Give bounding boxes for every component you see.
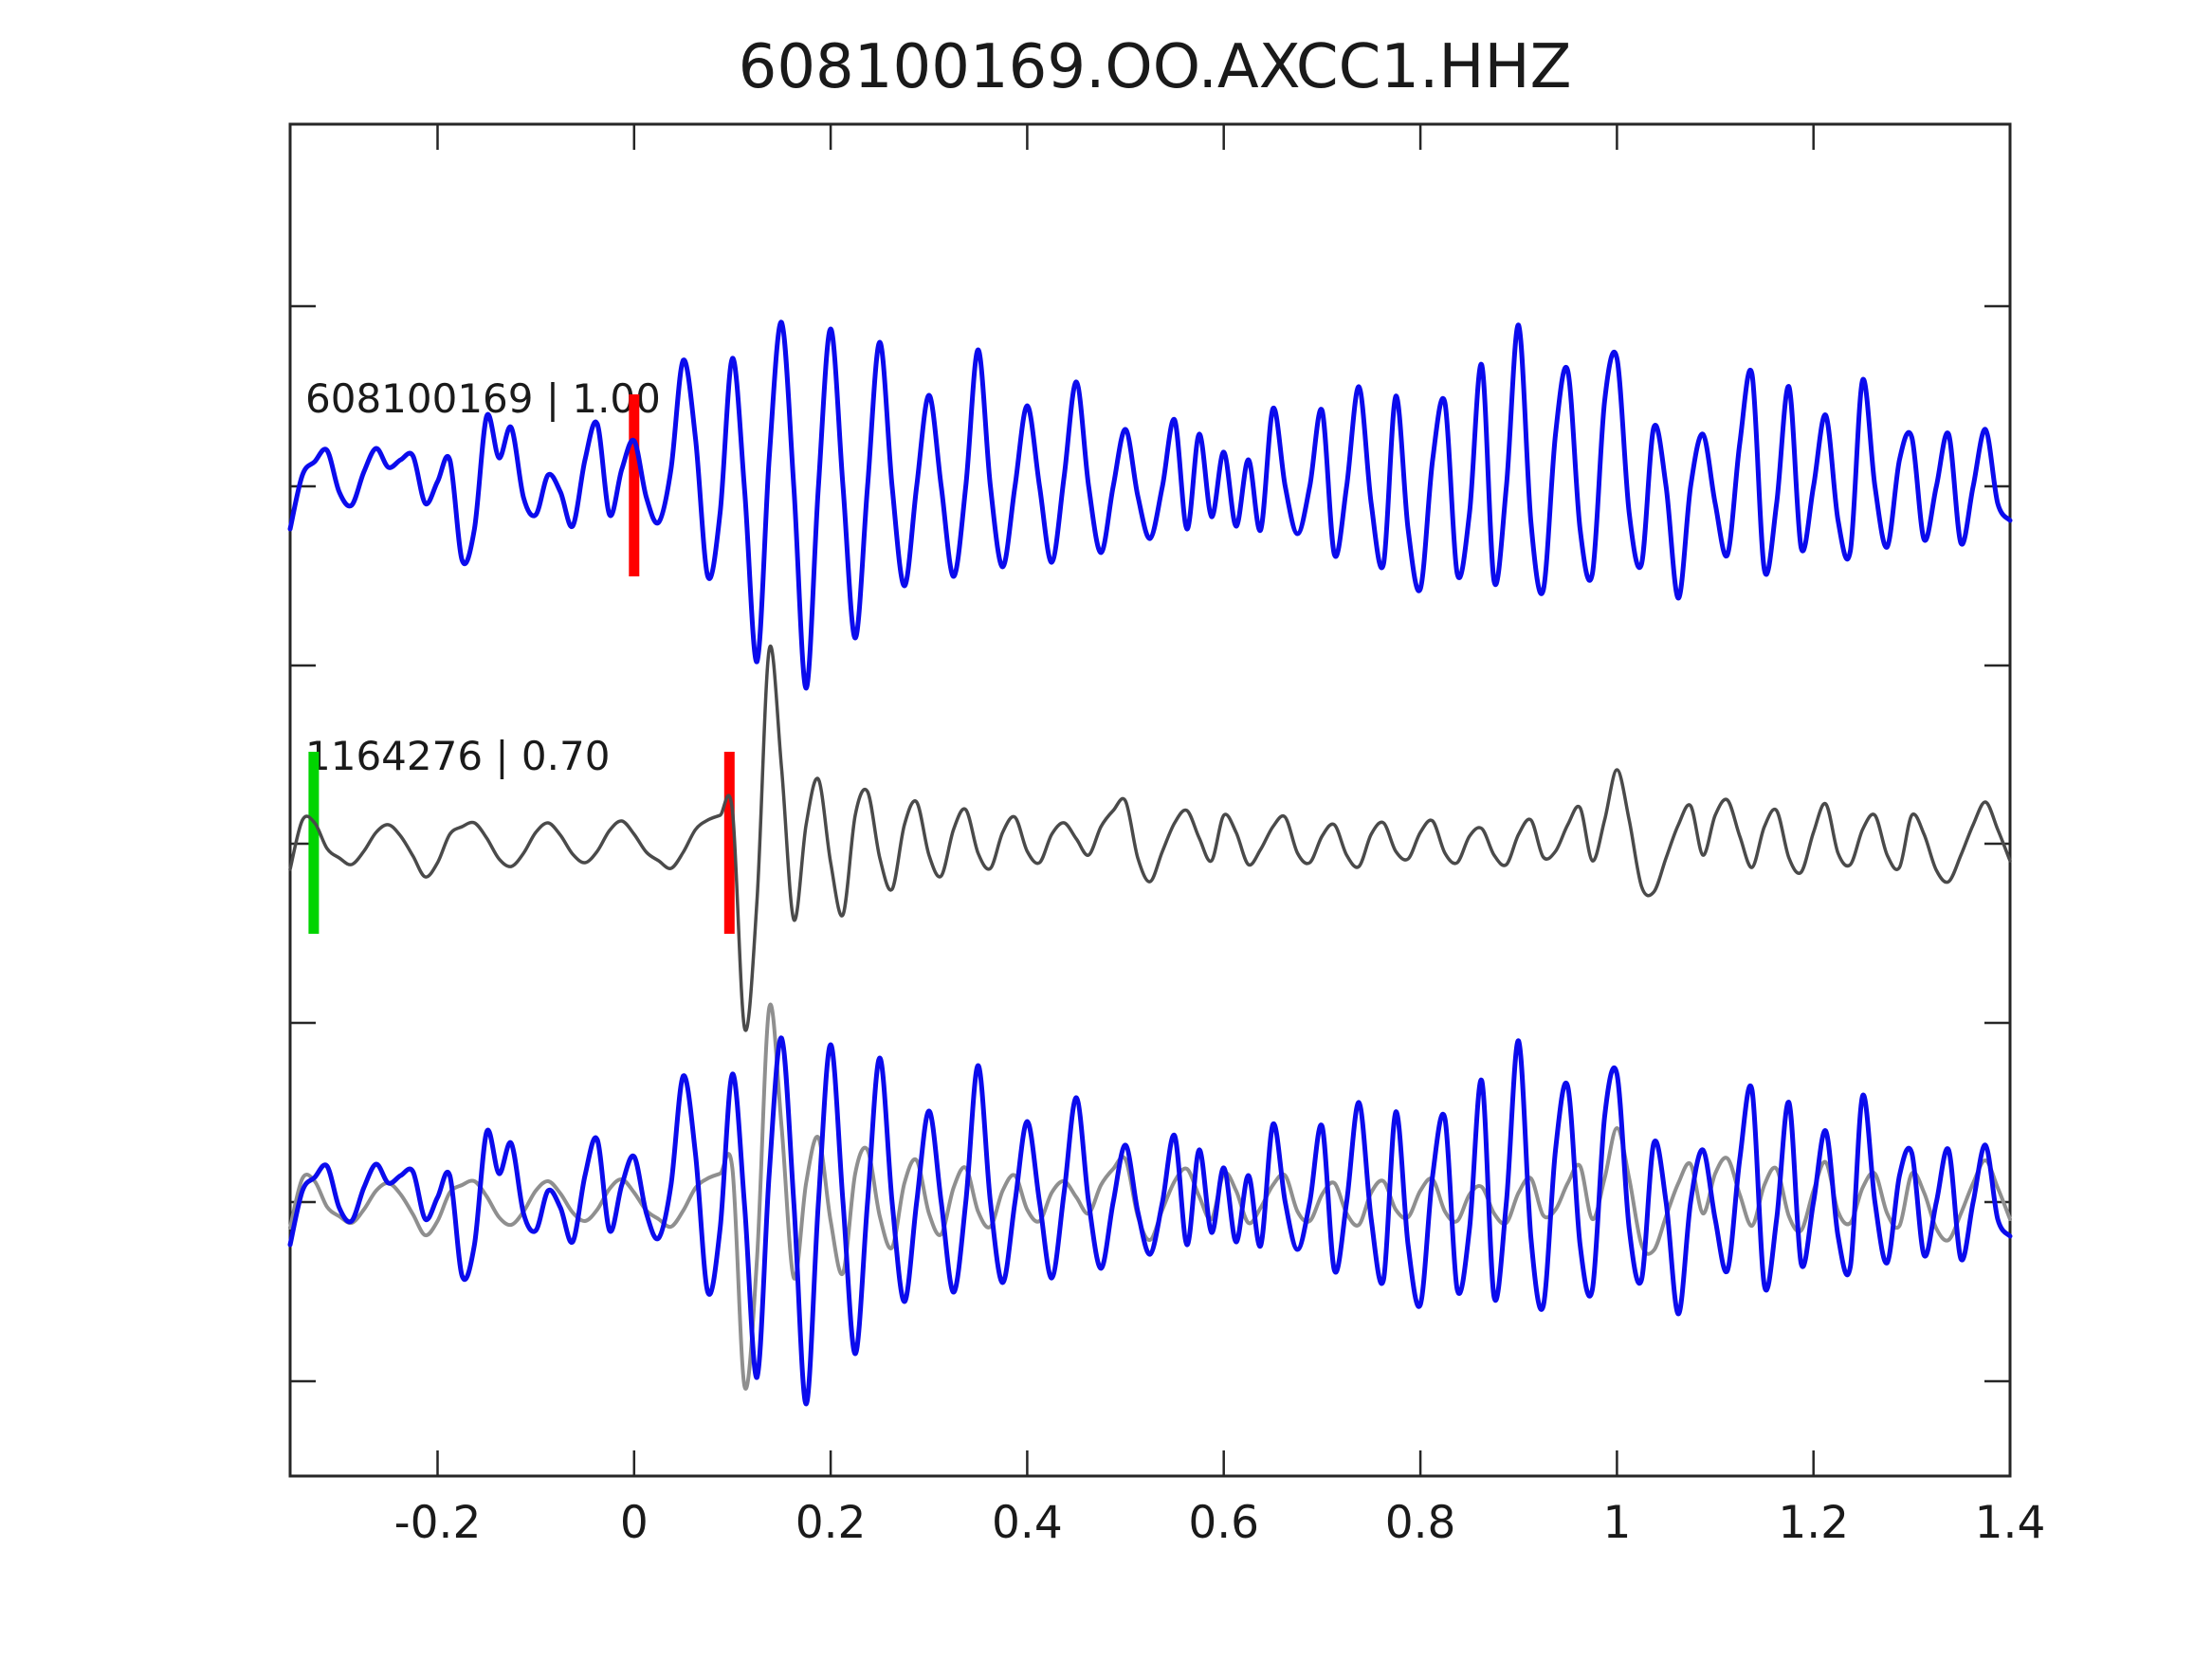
- overlay-detection-trace: [287, 1035, 2013, 1407]
- template-label: 1164276 | 0.70: [305, 733, 610, 779]
- template-trace: [288, 645, 2012, 1032]
- waveform-traces: [287, 319, 2013, 1407]
- x-tick-label: -0.2: [394, 1497, 482, 1549]
- x-tick-label: 1.2: [1778, 1497, 1849, 1549]
- x-tick-label: 0.4: [992, 1497, 1063, 1549]
- x-tick-label: 0: [620, 1497, 649, 1549]
- detection-label: 608100169 | 1.00: [305, 375, 661, 422]
- x-tick-label: 1.4: [1975, 1497, 2046, 1549]
- detection-trace: [287, 319, 2013, 691]
- x-axis-tick-labels: -0.2 0 0.2 0.4 0.6 0.8 1 1.2 1.4: [394, 1497, 2046, 1549]
- figure-title: 608100169.OO.AXCC1.HHZ: [739, 32, 1572, 102]
- plot-frame: [288, 122, 2012, 1478]
- pick-markers: [308, 394, 735, 934]
- x-tick-label: 0.6: [1188, 1497, 1259, 1549]
- overlay-template-trace: [288, 1002, 2012, 1391]
- axis-ticks: [290, 124, 2012, 1476]
- x-tick-label: 0.2: [795, 1497, 867, 1549]
- x-tick-label: 0.8: [1385, 1497, 1456, 1549]
- x-tick-label: 1: [1602, 1497, 1631, 1549]
